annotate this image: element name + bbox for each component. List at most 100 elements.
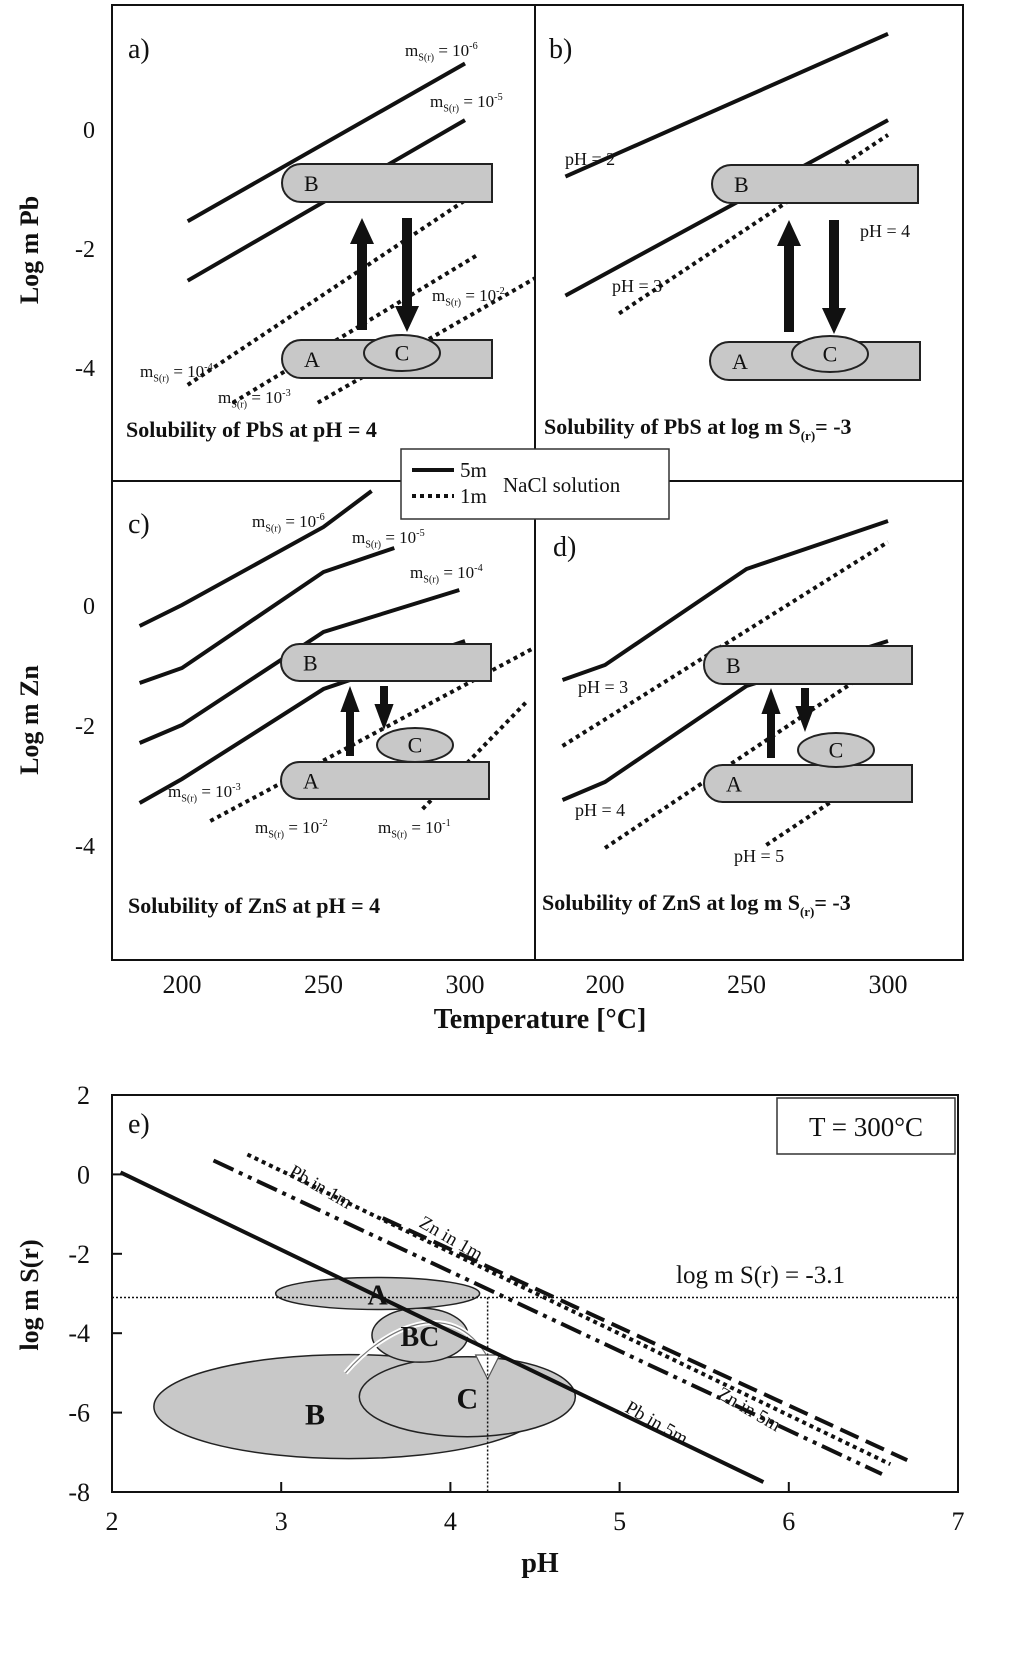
series-line-d-2 — [561, 540, 890, 748]
region-c-panel-a-label: C — [395, 341, 410, 366]
region-c-panel-b-label: C — [823, 342, 838, 367]
series-line-c-1 — [138, 546, 395, 685]
region-c-panel-d — [797, 732, 875, 768]
arrow-up-panel-d-head — [761, 688, 781, 714]
series-label-a-3: mS(r) = 10-4 — [140, 362, 213, 384]
series-label-a-1: mS(r) = 10-6 — [405, 41, 478, 63]
region-b-panel-e-label: B — [305, 1399, 325, 1432]
temperature-inset-label: T = 300°C — [809, 1112, 923, 1142]
panel-label-a: a) — [128, 34, 150, 65]
panels-layer — [111, 4, 964, 1493]
panel-label-e: e) — [128, 1109, 150, 1140]
legend-label-1m: 1m — [460, 484, 487, 508]
series-label-d-3: pH = 5 — [734, 846, 784, 866]
x-axis-title-ph: pH — [521, 1548, 559, 1579]
arrow-up-panel-a-shaft — [357, 244, 367, 330]
region-a-panel-d — [703, 764, 913, 803]
series-label-c-3: mS(r) = 10-4 — [410, 563, 483, 585]
x-tick-label-e: 2 — [106, 1507, 119, 1536]
series-label-b-3: pH = 4 — [860, 221, 910, 241]
y-tick-label-top: -4 — [75, 356, 95, 382]
region-c-panel-c-label: C — [408, 733, 423, 758]
series-label-c-2: mS(r) = 10-5 — [352, 528, 425, 550]
reference-line-label: log m S(r) = -3.1 — [676, 1262, 845, 1289]
x-tick-label-temperature: 300 — [446, 970, 485, 999]
series-label-b-2: pH = 3 — [612, 276, 662, 296]
series-line-e-3 — [381, 1216, 909, 1463]
x-tick-label-e: 3 — [275, 1507, 288, 1536]
y-tick-label-top: 0 — [83, 118, 95, 144]
y-tick-label-e: -6 — [68, 1399, 90, 1428]
region-b-panel-c-label: B — [303, 651, 318, 676]
y-tick-label-e: -4 — [68, 1319, 90, 1348]
region-b-panel-a-label: B — [304, 171, 319, 196]
arrow-down-panel-d-head — [795, 706, 815, 732]
panel-e-content — [112, 1152, 958, 1492]
y-tick-label-bottom: -2 — [75, 714, 95, 740]
arrow-down-panel-a-head — [395, 306, 419, 332]
series-line-b-0 — [564, 31, 889, 179]
series-label-d-2: pH = 4 — [575, 800, 625, 820]
series-line-c-2 — [138, 588, 460, 745]
arrow-up-panel-c-shaft — [346, 712, 354, 756]
region-a-panel-c — [280, 761, 490, 800]
series-label-c-1: mS(r) = 10-6 — [252, 512, 325, 534]
temperature-inset-box — [776, 1097, 956, 1155]
x-tick-label-temperature: 300 — [869, 970, 908, 999]
region-b-panel-b-label: B — [734, 172, 749, 197]
region-a-panel-b-label: A — [732, 349, 748, 374]
series-label-c-6: mS(r) = 10-1 — [378, 818, 451, 840]
region-c-panel-b — [791, 335, 869, 373]
y-axis-title-pb: Log m Pb — [15, 196, 44, 304]
y-tick-label-e: 0 — [77, 1160, 90, 1189]
region-b-panel-b — [711, 164, 919, 204]
x-tick-label-e: 7 — [952, 1507, 965, 1536]
region-c-panel-e-label: C — [456, 1383, 478, 1416]
series-line-e-1 — [212, 1158, 883, 1476]
y-tick-label-bottom: -4 — [75, 834, 95, 860]
y-axis-title-logms: log m S(r) — [15, 1239, 44, 1350]
region-b-panel-a — [281, 163, 493, 203]
y-tick-label-e: 2 — [77, 1081, 90, 1110]
y-tick-label-bottom: 0 — [83, 594, 95, 620]
series-label-a-2: mS(r) = 10-5 — [430, 92, 503, 114]
y-axis-title-zn: Log m Zn — [15, 665, 44, 775]
x-tick-label-temperature: 250 — [304, 970, 343, 999]
y-tick-label-e: -2 — [68, 1240, 90, 1269]
arrow-down-panel-b-head — [822, 308, 846, 334]
region-c-panel-a — [363, 334, 441, 372]
x-tick-label-temperature: 200 — [163, 970, 202, 999]
region-b-panel-c — [280, 643, 492, 682]
arrow-up-panel-b-shaft — [784, 246, 794, 332]
region-a-panel-c-label: A — [303, 769, 319, 794]
panel-title-b: Solubility of PbS at log m S(r)= -3 — [544, 414, 852, 443]
panel-frame-e — [111, 1094, 959, 1493]
panel-label-c: c) — [128, 509, 150, 540]
x-axis-title-temperature: Temperature [°C] — [434, 1004, 647, 1035]
legend-label-suffix: NaCl solution — [503, 473, 621, 497]
arrow-down-panel-d-shaft — [801, 688, 809, 706]
series-label-b-1: pH = 2 — [565, 149, 615, 169]
arrow-down-panel-a-shaft — [402, 218, 412, 306]
region-bc-panel-e-label: BC — [400, 1322, 439, 1353]
region-a-panel-a-label: A — [304, 347, 320, 372]
region-c-panel-d-label: C — [829, 738, 844, 763]
region-b-panel-d — [703, 645, 913, 685]
series-label-e-zn1m: Zn in 1m — [416, 1212, 487, 1265]
y-tick-label-e: -8 — [68, 1478, 90, 1507]
x-tick-label-temperature: 200 — [586, 970, 625, 999]
series-line-a-0 — [186, 61, 466, 223]
legend-box — [400, 448, 670, 520]
x-tick-label-e: 5 — [613, 1507, 626, 1536]
arrow-up-panel-c-head — [340, 686, 360, 712]
series-line-d-3 — [603, 657, 890, 850]
series-label-e-pb5m: Pb in 5m — [622, 1397, 692, 1450]
panel-label-d: d) — [553, 532, 576, 563]
arrow-down-panel-b-shaft — [829, 220, 839, 308]
panel-b-content — [564, 31, 890, 316]
legend-label-5m: 5m — [460, 458, 487, 482]
series-label-d-1: pH = 3 — [578, 677, 628, 697]
series-label-c-4: mS(r) = 10-3 — [168, 782, 241, 804]
